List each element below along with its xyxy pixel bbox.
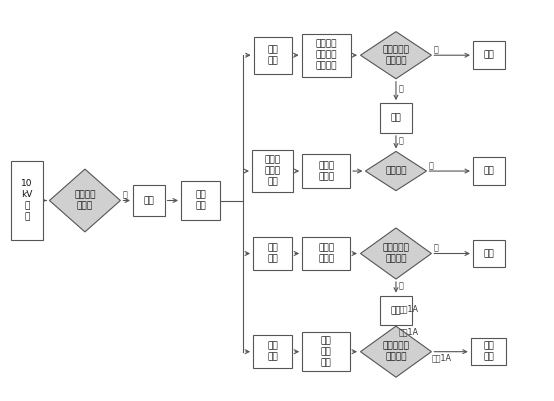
FancyBboxPatch shape — [302, 237, 350, 270]
Text: 停运: 停运 — [483, 249, 494, 258]
Text: 传动
试验: 传动 试验 — [483, 342, 494, 362]
Text: 否: 否 — [398, 84, 403, 93]
Text: 否: 否 — [398, 136, 403, 145]
Text: 分闸和保
护动作: 分闸和保 护动作 — [74, 190, 96, 211]
Text: 装置
误报: 装置 误报 — [267, 45, 278, 65]
FancyBboxPatch shape — [473, 240, 505, 267]
Text: 调度控
分控合: 调度控 分控合 — [318, 243, 334, 263]
FancyBboxPatch shape — [380, 103, 412, 133]
Text: 分闸前两个
点电流值: 分闸前两个 点电流值 — [382, 342, 409, 362]
Polygon shape — [361, 228, 432, 279]
Text: 作度: 作度 — [483, 51, 494, 60]
FancyBboxPatch shape — [302, 154, 350, 188]
FancyBboxPatch shape — [252, 150, 293, 192]
Polygon shape — [361, 32, 432, 79]
Text: 只有分闸无
保护动作: 只有分闸无 保护动作 — [382, 243, 409, 263]
FancyBboxPatch shape — [473, 41, 505, 69]
Text: 管控系
统定义
错误: 管控系 统定义 错误 — [265, 156, 281, 186]
FancyBboxPatch shape — [133, 185, 165, 216]
Text: 线路定
义错误: 线路定 义错误 — [318, 161, 334, 181]
FancyBboxPatch shape — [471, 338, 506, 365]
FancyBboxPatch shape — [254, 36, 292, 74]
FancyBboxPatch shape — [11, 161, 43, 240]
Text: 10
kV
线
路: 10 kV 线 路 — [22, 179, 33, 222]
Polygon shape — [361, 326, 432, 377]
Text: 信号频发: 信号频发 — [385, 166, 407, 176]
Text: 误报
申诉: 误报 申诉 — [195, 190, 206, 211]
Text: 作度: 作度 — [483, 166, 494, 176]
FancyBboxPatch shape — [302, 332, 350, 371]
Text: 否: 否 — [398, 282, 403, 291]
Text: 大于1A: 大于1A — [398, 328, 418, 336]
FancyBboxPatch shape — [301, 34, 351, 77]
Text: 跳闸: 跳闸 — [143, 196, 154, 205]
Text: 跳闸时间相
同或过期: 跳闸时间相 同或过期 — [382, 45, 409, 65]
FancyBboxPatch shape — [253, 335, 293, 369]
FancyBboxPatch shape — [473, 157, 505, 185]
Text: 跳闸: 跳闸 — [391, 306, 401, 315]
Text: 是: 是 — [434, 243, 438, 253]
FancyBboxPatch shape — [380, 296, 412, 325]
FancyBboxPatch shape — [253, 237, 293, 270]
Text: 跳闸: 跳闸 — [391, 113, 401, 123]
Text: 是: 是 — [434, 45, 438, 54]
Polygon shape — [366, 152, 427, 191]
Polygon shape — [49, 169, 120, 232]
FancyBboxPatch shape — [181, 181, 220, 220]
Text: 装置电源
插件和遮
信板故障: 装置电源 插件和遮 信板故障 — [315, 40, 337, 71]
Text: 信号
联调: 信号 联调 — [267, 342, 278, 362]
Text: 大于1A: 大于1A — [398, 304, 418, 313]
Text: 开关
间隔
试验: 开关 间隔 试验 — [321, 336, 331, 367]
Text: 是: 是 — [429, 161, 433, 170]
Text: 是: 是 — [122, 190, 127, 199]
Text: 计划
停运: 计划 停运 — [267, 243, 278, 263]
Text: 小于1A: 小于1A — [432, 353, 452, 362]
